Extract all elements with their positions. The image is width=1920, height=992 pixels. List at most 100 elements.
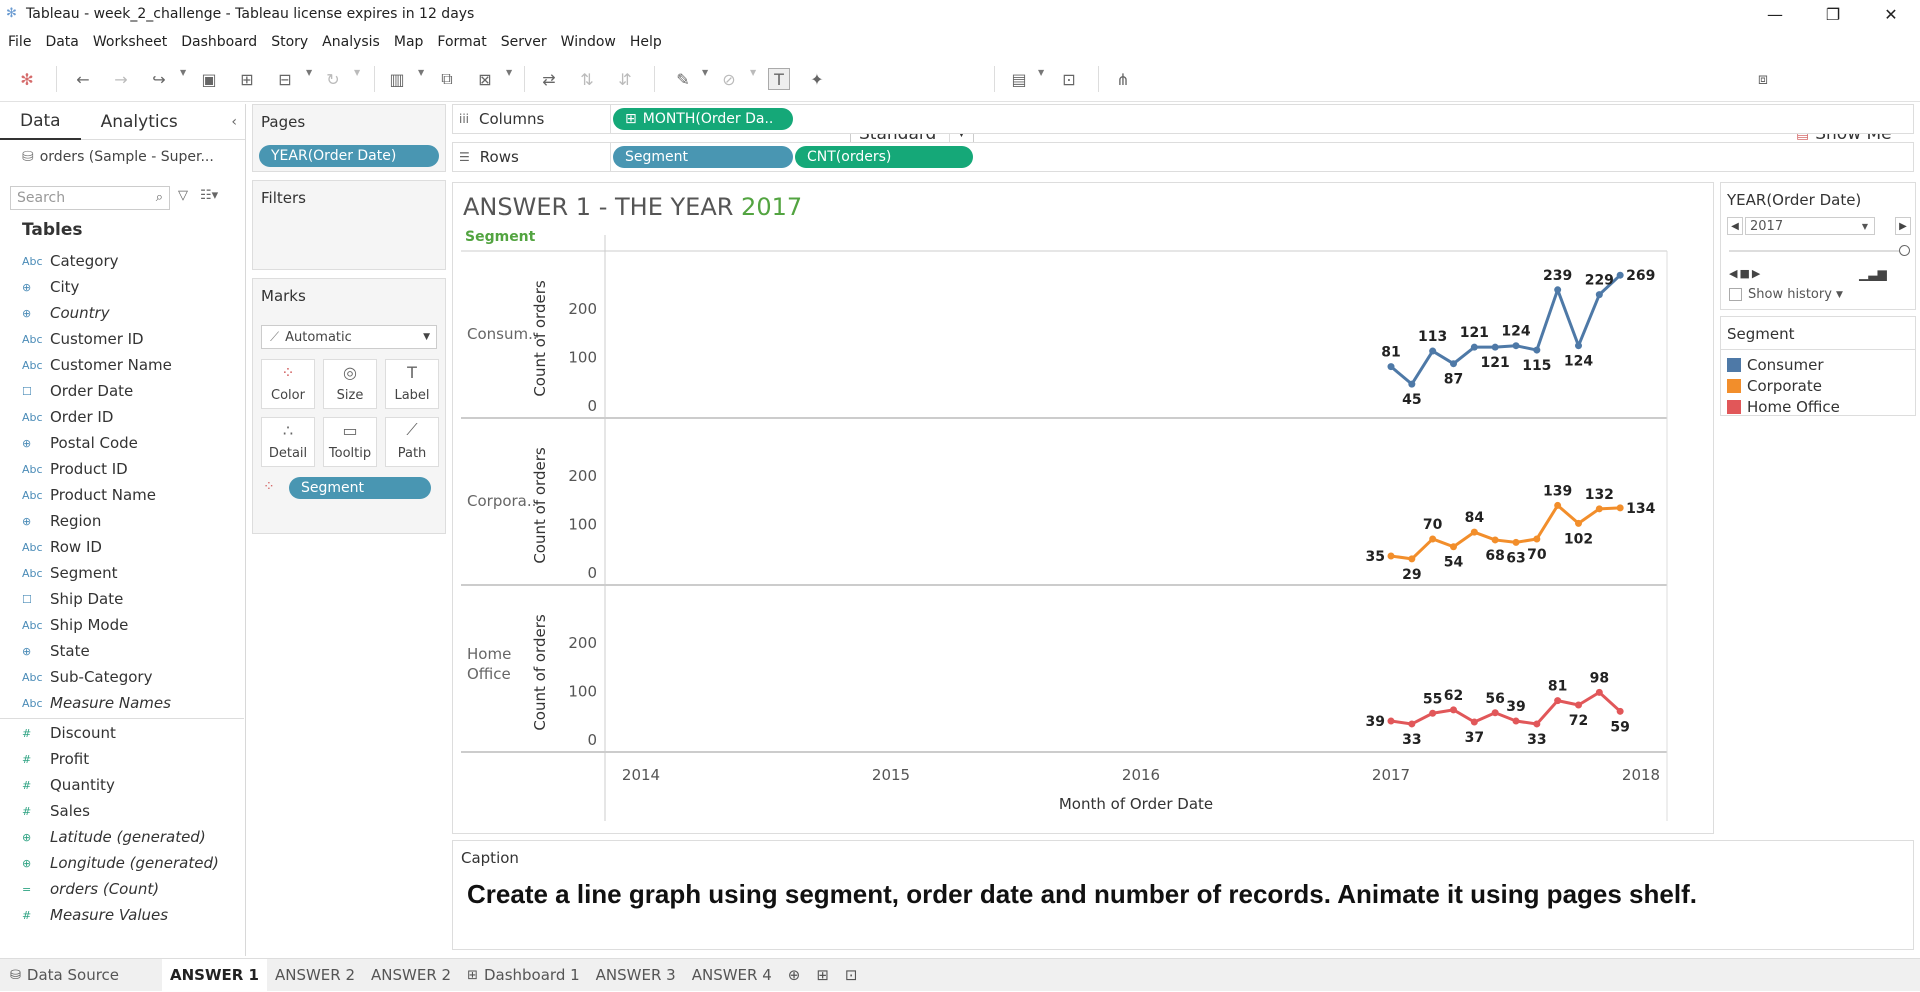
segment-color-pill[interactable]: Segment [289,477,431,499]
field-item[interactable]: Abc Segment [0,560,244,586]
replay-dropdown-icon[interactable]: ▼ [180,68,187,77]
filter-icon[interactable]: ▽ [178,188,188,203]
tab-answer-2[interactable]: ANSWER 2 [274,966,356,984]
menu-map[interactable]: Map [393,34,424,50]
show-cards-icon[interactable]: ▤ [1011,69,1027,89]
refresh-dropdown-icon[interactable]: ▼ [354,68,361,77]
tableau-home-icon[interactable]: ✻ [20,69,34,89]
rows-pill-count[interactable]: CNT(orders) [795,146,973,168]
columns-shelf[interactable]: iii Columns ⊞ MONTH(Order Da.. [452,104,1914,134]
restore-button[interactable]: ❐ [1825,4,1841,24]
tab-dashboard-1[interactable]: ⊞ Dashboard 1 [459,959,588,992]
label-button[interactable]: T Label [385,359,439,409]
menu-window[interactable]: Window [560,34,616,50]
show-history-toggle[interactable]: Show history ▼ [1729,287,1843,302]
tab-data[interactable]: Data [0,104,81,140]
field-item[interactable]: Abc Product Name [0,482,244,508]
detail-button[interactable]: ∴ Detail [261,417,315,467]
field-item[interactable]: ⊕ Latitude (generated) [0,824,244,850]
pause-updates-icon[interactable]: ⊟ [278,69,292,89]
field-item[interactable]: # Discount [0,720,244,746]
field-item[interactable]: ☐ Ship Date [0,586,244,612]
mark-type-select[interactable]: ⟋ Automatic ▼ [261,325,437,349]
field-item[interactable]: ⊕ State [0,638,244,664]
group-dropdown-icon[interactable]: ▼ [750,68,757,77]
collapse-pane-icon[interactable]: ‹ [231,114,237,130]
redo-icon[interactable]: → [114,69,128,89]
page-slider-track[interactable] [1729,250,1905,252]
show-mark-labels-icon[interactable]: T [768,68,790,90]
next-page-icon[interactable]: ▶ [1895,217,1911,235]
field-item[interactable]: Abc Row ID [0,534,244,560]
tab-answer-2-copy[interactable]: ANSWER 2 [371,966,452,984]
field-item[interactable]: Abc Sub-Category [0,664,244,690]
highlight-icon[interactable]: ✎ [676,69,690,89]
menu-worksheet[interactable]: Worksheet [92,34,168,50]
field-item[interactable]: Abc Customer Name [0,352,244,378]
page-slider-handle[interactable] [1899,245,1910,256]
minimize-button[interactable]: — [1767,4,1783,24]
save-icon[interactable]: ▣ [201,69,217,89]
refresh-icon[interactable]: ↻ [326,69,340,89]
new-worksheet-icon[interactable]: ▥ [389,69,405,89]
tab-answer-1[interactable]: ANSWER 1 [162,958,267,992]
close-button[interactable]: ✕ [1884,4,1898,24]
field-item[interactable]: ⊕ Country [0,300,244,326]
show-history-checkbox[interactable] [1729,288,1742,301]
field-item[interactable]: Abc Product ID [0,456,244,482]
field-item[interactable]: ☐ Order Date [0,378,244,404]
new-data-source-icon[interactable]: ⊞ [240,69,254,89]
new-worksheet-tab-icon[interactable]: ⊕ [787,966,801,984]
legend-item-corporate[interactable]: Corporate [1721,375,1915,396]
field-item[interactable]: ⊕ City [0,274,244,300]
pause-dropdown-icon[interactable]: ▼ [306,68,313,77]
field-item[interactable]: ⊕ Longitude (generated) [0,850,244,876]
columns-pill-month[interactable]: ⊞ MONTH(Order Da.. [613,108,793,130]
new-worksheet-dropdown-icon[interactable]: ▼ [418,68,425,77]
field-item[interactable]: Abc Measure Names [0,690,244,716]
chevron-down-icon[interactable]: ▼ [1835,289,1843,300]
legend-item-home-office[interactable]: Home Office [1721,396,1915,417]
undo-icon[interactable]: ← [76,69,90,89]
field-item[interactable]: # Quantity [0,772,244,798]
field-item[interactable]: ⊕ Region [0,508,244,534]
show-cards-dropdown-icon[interactable]: ▼ [1038,68,1045,77]
field-item[interactable]: # Measure Values [0,902,244,928]
menu-analysis[interactable]: Analysis [322,34,380,50]
tab-analytics[interactable]: Analytics [100,111,178,132]
fix-axes-icon[interactable]: ✦ [810,69,824,89]
view-options-icon[interactable]: ☷▾ [200,188,219,203]
search-input[interactable]: Search ⌕ [10,186,170,210]
new-dashboard-tab-icon[interactable]: ⊞ [816,966,829,984]
page-select[interactable]: 2017 ▼ [1745,217,1875,235]
field-item[interactable]: Abc Category [0,248,244,274]
field-item[interactable]: Abc Ship Mode [0,612,244,638]
duplicate-sheet-icon[interactable]: ⧉ [441,69,453,88]
menu-story[interactable]: Story [271,34,309,50]
field-item[interactable]: # Profit [0,746,244,772]
presentation-mode-icon[interactable]: ⊡ [1062,69,1076,89]
menu-dashboard[interactable]: Dashboard [181,34,258,50]
ask-data-icon[interactable]: ⧈ [1757,69,1769,88]
replay-icon[interactable]: ↪ [152,69,166,89]
tab-answer-4[interactable]: ANSWER 4 [691,966,772,984]
speed-controls-icon[interactable]: ▁▃▆ [1859,267,1887,281]
path-button[interactable]: ⟋ Path [385,417,439,467]
size-button[interactable]: ◎ Size [323,359,377,409]
field-item[interactable]: = orders (Count) [0,876,244,902]
pages-pill[interactable]: YEAR(Order Date) [259,145,439,167]
data-source-item[interactable]: ⛁ orders (Sample - Super... [0,140,245,174]
highlight-dropdown-icon[interactable]: ▼ [702,68,709,77]
legend-item-consumer[interactable]: Consumer [1721,354,1915,375]
tooltip-button[interactable]: ▭ Tooltip [323,417,377,467]
menu-data[interactable]: Data [45,34,79,50]
sort-descending-icon[interactable]: ⇵ [618,69,632,89]
tab-answer-3[interactable]: ANSWER 3 [595,966,676,984]
swap-rows-columns-icon[interactable]: ⇄ [542,69,556,89]
menu-help[interactable]: Help [629,34,662,50]
rows-shelf[interactable]: ☰ Rows Segment CNT(orders) [452,142,1914,172]
field-item[interactable]: Abc Customer ID [0,326,244,352]
rows-pill-segment[interactable]: Segment [613,146,793,168]
field-item[interactable]: # Sales [0,798,244,824]
previous-page-icon[interactable]: ◀ [1727,217,1743,235]
